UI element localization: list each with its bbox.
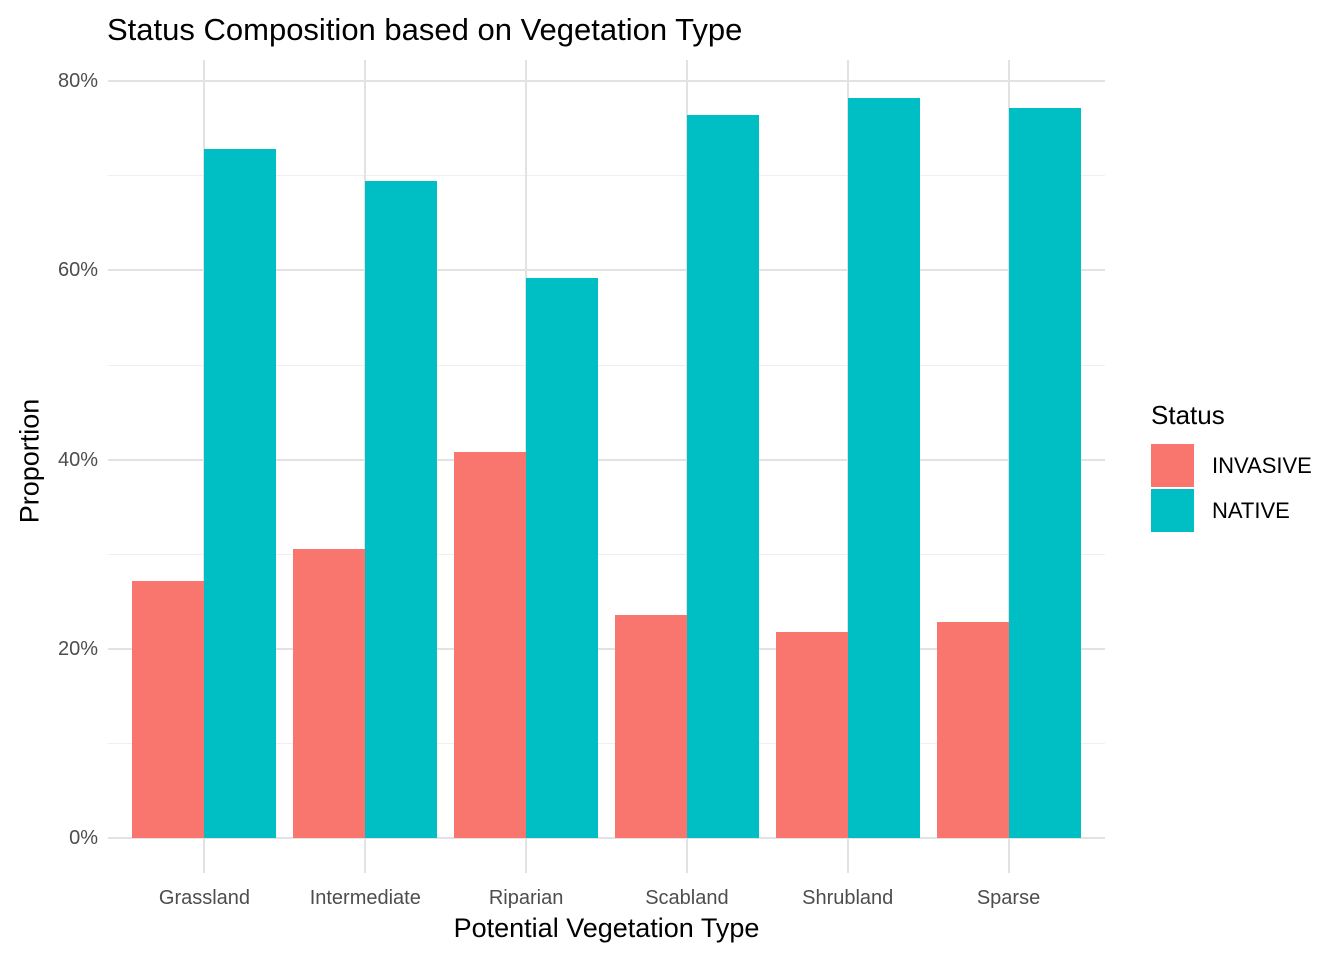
x-tick-label: Grassland	[158, 887, 251, 909]
y-tick-label: 20%	[57, 637, 98, 660]
y-tick-label: 80%	[57, 70, 98, 93]
x-axis-title: Potential Vegetation Type	[453, 913, 760, 943]
bar-invasive-intermediate	[293, 548, 366, 838]
gridline-minor	[108, 553, 1105, 555]
chart-title: Status Composition based on Vegetation T…	[107, 12, 743, 47]
y-tick-label: 0%	[69, 827, 98, 849]
bar-invasive-shrubland	[775, 631, 848, 838]
bar-native-scabland	[686, 115, 759, 838]
bar-native-riparian	[526, 277, 599, 838]
gridline-major	[108, 269, 1105, 272]
legend-key-invasive	[1151, 444, 1194, 487]
x-tick-label: Shrubland	[802, 887, 894, 909]
legend-label-invasive: INVASIVE	[1212, 453, 1312, 478]
x-tick-label: Riparian	[488, 887, 564, 909]
y-tick-label: 60%	[57, 259, 98, 282]
x-tick-label: Scabland	[645, 887, 729, 909]
x-tick-label: Sparse	[976, 887, 1041, 909]
bar-invasive-sparse	[936, 622, 1009, 838]
bar-invasive-riparian	[454, 452, 527, 838]
gridline-major	[108, 458, 1105, 461]
legend-key-native	[1151, 489, 1194, 532]
bar-native-grassland	[204, 149, 277, 838]
gridline-minor	[108, 364, 1105, 366]
bar-native-shrubland	[847, 98, 920, 838]
gridline-major	[108, 647, 1105, 650]
bar-invasive-scabland	[614, 614, 687, 838]
gridline-minor	[108, 175, 1105, 177]
gridline-minor	[108, 742, 1105, 744]
gridline-major	[108, 80, 1105, 83]
legend-label-native: NATIVE	[1212, 498, 1290, 523]
legend-title: Status	[1151, 400, 1225, 430]
x-tick-label: Intermediate	[309, 887, 421, 909]
bar-native-sparse	[1008, 107, 1081, 838]
bar-native-intermediate	[365, 181, 438, 838]
bar-invasive-grassland	[132, 580, 205, 838]
gridline-major	[108, 837, 1105, 839]
y-tick-label: 40%	[57, 448, 98, 471]
